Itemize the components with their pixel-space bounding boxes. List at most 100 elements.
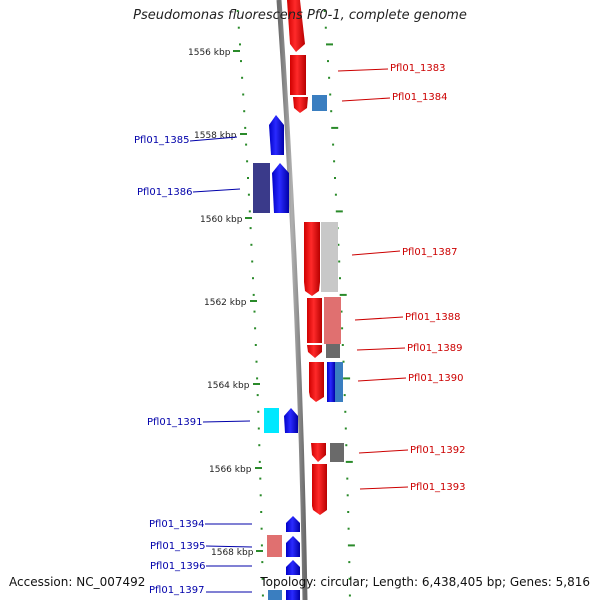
outer-dot	[328, 76, 331, 79]
label-leader	[189, 136, 238, 142]
inner-dot	[241, 76, 244, 79]
inner-dot	[257, 427, 260, 430]
outer-dot	[343, 377, 351, 380]
gene-label[interactable]: Pfl01_1385	[134, 135, 190, 146]
inner-dot	[250, 243, 253, 246]
inner-dot	[256, 377, 259, 380]
inner-dot	[260, 544, 263, 547]
gene-label[interactable]: Pfl01_1392	[410, 445, 466, 456]
gene-arrow[interactable]	[269, 115, 284, 155]
label-leader	[359, 486, 409, 490]
outer-dot	[332, 143, 335, 146]
gene-label[interactable]: Pfl01_1388	[405, 312, 461, 323]
label-leader	[356, 347, 406, 351]
gene-label[interactable]: Pfl01_1391	[147, 417, 203, 428]
gene-label[interactable]: Pfl01_1389	[407, 343, 463, 354]
label-leader	[358, 449, 409, 454]
gene-arrow[interactable]	[287, 0, 305, 52]
outer-dot	[334, 193, 337, 196]
gene-block[interactable]	[264, 408, 279, 433]
kbp-tick-label: 1562 kbp	[204, 298, 247, 308]
gene-block[interactable]	[307, 298, 322, 343]
gene-block[interactable]	[327, 362, 335, 402]
gene-block[interactable]	[268, 590, 282, 600]
gene-block[interactable]	[309, 362, 324, 392]
gene-label[interactable]: Pfl01_1383	[390, 63, 446, 74]
gene-arrow[interactable]	[307, 345, 322, 358]
outer-dot	[341, 344, 344, 346]
inner-dot	[258, 460, 261, 463]
gene-label[interactable]: Pfl01_1396	[150, 561, 206, 572]
outer-dot	[346, 477, 349, 480]
gene-block[interactable]	[335, 362, 343, 402]
gene-block[interactable]	[286, 590, 300, 600]
gene-arrow[interactable]	[293, 97, 308, 113]
outer-dot	[342, 360, 345, 363]
gene-block[interactable]	[312, 464, 327, 506]
inner-tick-dots	[236, 10, 264, 597]
inner-dot	[252, 277, 254, 280]
outer-dot	[326, 43, 333, 46]
gene-block[interactable]	[321, 222, 338, 292]
gene-label[interactable]: Pfl01_1386	[137, 187, 193, 198]
outer-dot	[335, 210, 343, 213]
gene-label[interactable]: Pfl01_1390	[408, 373, 464, 384]
kbp-tick-labels: 1556 kbp 1558 kbp 1560 kbp 1562 kbp 1564…	[188, 48, 254, 558]
gene-arrow[interactable]	[272, 163, 289, 213]
kbp-tick-mark	[240, 133, 247, 135]
gene-block[interactable]	[312, 95, 327, 111]
gene-block[interactable]	[253, 163, 270, 213]
inner-dot	[251, 260, 254, 263]
outer-dot	[339, 277, 341, 280]
outer-dot	[348, 561, 351, 564]
label-leader	[192, 188, 241, 193]
gene-arrow[interactable]	[286, 516, 300, 532]
gene-arrow[interactable]	[286, 560, 300, 575]
inner-dot	[244, 126, 247, 129]
inner-dot	[254, 327, 257, 330]
accession-text: Accession: NC_007492	[9, 575, 146, 589]
gene-block[interactable]	[304, 222, 320, 282]
gene-block[interactable]	[330, 443, 344, 462]
reverse-genes	[253, 115, 300, 600]
gene-label[interactable]: Pfl01_1387	[402, 247, 458, 258]
inner-dot	[247, 177, 249, 179]
inner-dot	[261, 561, 264, 564]
outer-dot	[340, 310, 343, 313]
outer-dot	[324, 26, 327, 29]
kbp-tick-label: 1568 kbp	[211, 548, 254, 558]
label-leader	[205, 545, 253, 548]
outer-dot	[334, 177, 336, 179]
gene-label[interactable]: Pfl01_1397	[149, 585, 205, 596]
outer-dot	[329, 93, 332, 96]
gene-label[interactable]: Pfl01_1395	[150, 541, 206, 552]
inner-dot	[249, 227, 252, 230]
outer-dot	[323, 10, 326, 12]
gene-arrow[interactable]	[284, 408, 298, 433]
gene-arrow[interactable]	[286, 536, 300, 557]
inner-dot	[247, 193, 250, 196]
gene-arrow[interactable]	[304, 282, 320, 296]
label-leader	[341, 97, 391, 102]
gene-block[interactable]	[324, 297, 341, 344]
gene-block[interactable]	[326, 344, 340, 358]
outer-dot	[346, 494, 349, 497]
gene-label[interactable]: Pfl01_1384	[392, 92, 448, 103]
gene-arrow[interactable]	[311, 443, 326, 462]
outer-dot	[345, 444, 348, 447]
label-leader	[354, 316, 404, 321]
gene-block[interactable]	[290, 55, 306, 95]
inner-dot	[256, 394, 259, 397]
outer-dot	[341, 327, 344, 330]
kbp-tick-mark	[245, 217, 252, 219]
kbp-tick-mark	[256, 550, 263, 552]
inner-dot	[252, 293, 255, 296]
gene-block[interactable]	[267, 535, 282, 557]
gene-arrow[interactable]	[309, 392, 324, 402]
inner-dot	[239, 43, 241, 46]
gene-label[interactable]: Pfl01_1394	[149, 519, 205, 530]
gene-arrow[interactable]	[312, 506, 327, 515]
inner-dot	[258, 444, 261, 447]
gene-label[interactable]: Pfl01_1393	[410, 482, 466, 493]
